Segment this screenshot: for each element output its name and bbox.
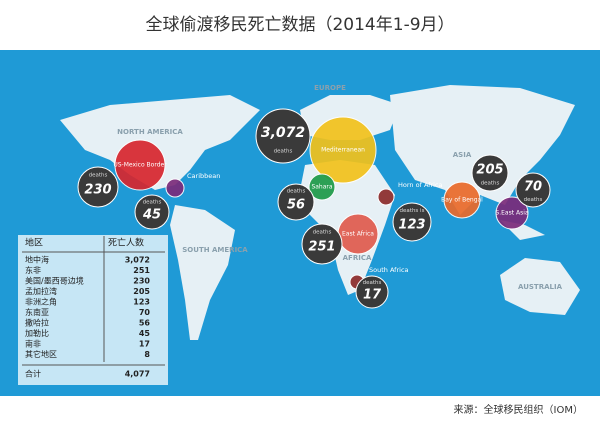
- table-cell: 17: [139, 340, 150, 349]
- death-count: 230: [84, 183, 111, 198]
- death-count: 123: [398, 218, 425, 233]
- death-count: 56: [287, 198, 305, 213]
- continent-label: ASIA: [453, 151, 472, 159]
- hotspot-label: S.East Asia: [495, 210, 528, 217]
- source: 来源：全球移民组织（IOM）: [454, 403, 583, 416]
- death-bubble: [255, 108, 311, 164]
- table-header: 地区: [25, 237, 43, 249]
- deaths-label: deaths: [363, 280, 382, 286]
- hotspot-label: Horn of Africa: [398, 181, 442, 189]
- deaths-label: deaths is: [400, 208, 425, 214]
- table-cell: 孟加拉湾: [25, 286, 57, 296]
- table-cell: 美国/墨西哥边境: [25, 276, 84, 286]
- hotspot: [495, 196, 529, 230]
- table-cell: 非洲之角: [25, 297, 57, 307]
- hotspot: [309, 116, 377, 184]
- hotspot-label: East Africa: [342, 231, 374, 238]
- death-bubble: [301, 223, 343, 265]
- hotspot: [114, 139, 166, 191]
- table-header: 死亡人数: [108, 237, 144, 249]
- hotspot-label: South Africa: [369, 266, 409, 274]
- table-panel: [18, 235, 168, 385]
- table-cell: 123: [133, 298, 150, 307]
- deaths-label: deaths: [287, 189, 306, 195]
- title: 全球偷渡移民死亡数据（2014年1-9月）: [145, 15, 454, 35]
- death-count: 251: [308, 240, 335, 255]
- death-bubble: [392, 202, 432, 242]
- table-total: 合计: [25, 369, 41, 379]
- table-cell: 70: [139, 308, 151, 317]
- continent-label: EUROPE: [314, 84, 346, 92]
- continent-label: AUSTRALIA: [518, 283, 563, 291]
- deaths-label: deaths: [313, 230, 332, 236]
- death-count: 45: [142, 208, 161, 223]
- hotspot: [377, 188, 395, 206]
- death-bubble: [355, 275, 389, 309]
- deaths-label: deaths: [481, 180, 500, 186]
- continent-label: SOUTH AMERICA: [182, 246, 248, 254]
- death-count: 205: [476, 163, 503, 178]
- table-cell: 其它地区: [25, 349, 57, 359]
- hotspot: [443, 181, 481, 219]
- deaths-label: deaths: [89, 173, 108, 179]
- death-count: 3,072: [261, 125, 305, 141]
- deaths-label: deaths: [143, 199, 162, 205]
- table-total: 4,077: [125, 370, 150, 379]
- death-bubble: [277, 183, 315, 221]
- table-cell: 3,072: [125, 256, 150, 265]
- hotspot-label: Bay of Bengal: [441, 197, 483, 204]
- table-cell: 251: [133, 266, 150, 275]
- table-cell: 南非: [25, 339, 41, 349]
- death-bubble: [134, 194, 170, 230]
- death-count: 70: [524, 180, 542, 195]
- hotspot-label: Caribbean: [187, 172, 220, 180]
- continent-label: AFRICA: [343, 254, 372, 262]
- table-cell: 加勒比: [25, 328, 49, 338]
- table-cell: 45: [139, 329, 151, 338]
- table-cell: 地中海: [25, 255, 49, 265]
- table-cell: 东南亚: [25, 307, 49, 317]
- death-bubble: [515, 172, 551, 208]
- death-bubble: [77, 166, 119, 208]
- hotspot: [165, 178, 185, 198]
- table-cell: 230: [133, 277, 150, 286]
- deaths-label: deaths: [524, 197, 543, 203]
- death-bubble: [471, 154, 509, 192]
- death-count: 17: [363, 288, 382, 303]
- table-cell: 205: [133, 287, 150, 296]
- hotspot-label: Mediterranean: [321, 147, 365, 154]
- table-cell: 东非: [25, 265, 41, 275]
- continent-label: NORTH AMERICA: [117, 128, 183, 136]
- table-cell: 撒哈拉: [25, 318, 49, 328]
- deaths-label: deaths: [274, 148, 293, 154]
- table-cell: 8: [144, 350, 150, 359]
- hotspot: [308, 173, 336, 201]
- hotspot-label: Sahara: [311, 184, 332, 191]
- hotspot-label: US-Mexico Border: [113, 162, 167, 169]
- table-cell: 56: [139, 319, 151, 328]
